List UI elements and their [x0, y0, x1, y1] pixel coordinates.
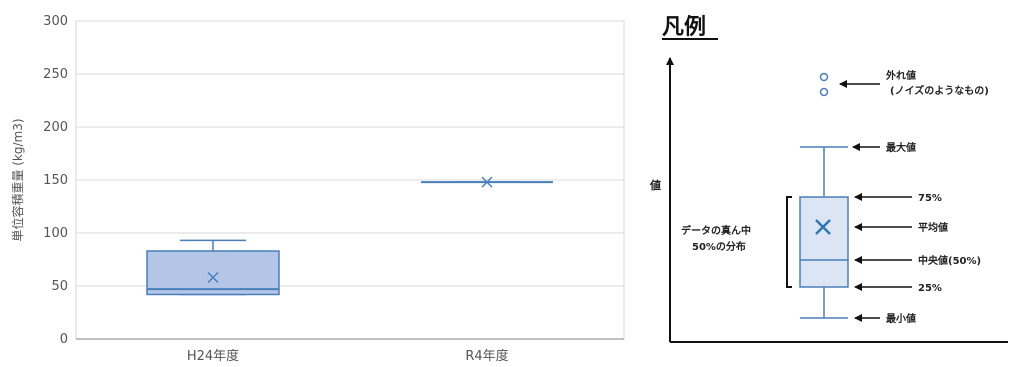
legend-mean-label: 平均値 [918, 221, 948, 234]
y-tick-label: 200 [43, 120, 68, 135]
mean-marker [207, 271, 219, 284]
legend-middle-bracket [786, 196, 792, 288]
y-tick-label: 150 [43, 173, 68, 188]
legend-mean-marker [815, 219, 831, 235]
x-tick-label: R4年度 [465, 348, 508, 364]
legend-middle-label-line2: 50%の分布 [692, 240, 746, 253]
x-tick-labels: H24年度 R4年度 [187, 348, 509, 364]
iqr-box [146, 250, 280, 296]
legend-median-label: 中央値(50%) [918, 254, 981, 267]
y-tick-label: 50 [51, 279, 68, 294]
legend-outlier-marker [819, 87, 829, 97]
y-tick-label: 250 [43, 67, 68, 82]
box-2 [421, 176, 553, 188]
y-tick-label: 0 [60, 332, 68, 347]
y-tick-label: 300 [43, 14, 68, 29]
legend-title: 凡例 [662, 15, 706, 40]
legend-max-label: 最大値 [886, 141, 916, 154]
box-1 [146, 239, 280, 296]
legend-outliers-note: (ノイズのようなもの) [890, 84, 989, 97]
mean-marker-stroke [481, 176, 493, 188]
y-axis-title: 単位容積重量 (kg/m3) [10, 118, 25, 241]
mean-marker [481, 176, 493, 188]
x-tick-label: H24年度 [187, 348, 239, 364]
legend-q3-label: 75% [918, 193, 942, 204]
legend-value-axis-label: 値 [650, 178, 661, 192]
y-tick-labels: 0 50 100 150 200 250 300 [43, 14, 68, 347]
y-tick-label: 100 [43, 226, 68, 241]
legend-panel: 凡例 値 外れ値 (ノイズのようなもの) データの真ん中 50%の分布 最大値 … [650, 15, 1008, 343]
legend-middle-label-line1: データの真ん中 [681, 224, 751, 237]
legend-min-label: 最小値 [886, 312, 916, 325]
mean-marker-stroke [207, 271, 219, 284]
legend-q1-label: 25% [918, 283, 942, 294]
legend-box [799, 196, 849, 288]
legend-outlier-marker [819, 72, 829, 82]
boxes [146, 176, 553, 296]
legend-outliers-label: 外れ値 [885, 69, 916, 82]
box-plot-chart: 0 50 100 150 200 250 300 H24年度 R4年度 単位容積重量 (kg/… [10, 14, 625, 364]
